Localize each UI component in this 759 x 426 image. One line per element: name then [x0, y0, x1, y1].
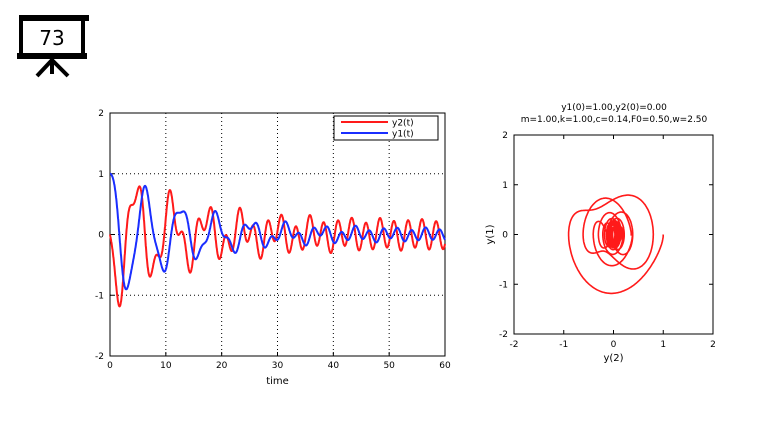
phase-x-tick-label: 2 — [710, 340, 716, 350]
phase-y-tick-label: -1 — [499, 280, 508, 290]
legend-box — [333, 115, 439, 141]
phase-x-tick-label: 1 — [660, 340, 666, 350]
x-tick-label: 50 — [383, 361, 395, 371]
x-tick-label: 10 — [160, 361, 172, 371]
phase-plot-xlabel: y(2) — [603, 353, 623, 364]
presentation-board-icon: 73 — [17, 15, 89, 78]
phase-y-tick-label: 2 — [502, 131, 508, 141]
legend-label-y1: y1(t) — [392, 130, 414, 140]
legend: y2(t) y1(t) — [333, 115, 439, 141]
y-tick-label: -2 — [95, 352, 104, 362]
time-plot-series — [109, 172, 446, 308]
phase-trajectory-line — [567, 194, 665, 295]
phase-x-tick-label: -2 — [510, 340, 519, 350]
time-plot-xlabel: time — [266, 376, 289, 387]
phase-plot-chart: y1(0)=1.00,y2(0)=0.00 m=1.00,k=1.00,c=0.… — [485, 103, 716, 364]
phase-x-tick-label: -1 — [559, 340, 568, 350]
phase-plot-series — [567, 194, 665, 295]
series-line-y2 — [109, 185, 446, 308]
x-tick-label: 30 — [272, 361, 284, 371]
x-tick-label: 20 — [216, 361, 228, 371]
time-plot-ticks: 0 10 20 30 40 50 60 -2 -1 0 1 2 — [95, 109, 451, 371]
x-tick-label: 40 — [328, 361, 340, 371]
y-tick-label: 2 — [98, 109, 104, 119]
phase-plot-title-line1: y1(0)=1.00,y2(0)=0.00 — [561, 103, 667, 113]
x-tick-label: 0 — [107, 361, 113, 371]
phase-y-tick-label: 0 — [502, 231, 508, 241]
time-series-chart: 0 10 20 30 40 50 60 -2 -1 0 1 2 time y2(t) y1(t) — [95, 109, 451, 387]
phase-x-tick-label: 0 — [611, 340, 617, 350]
x-tick-label: 60 — [439, 361, 451, 371]
slide-number: 73 — [39, 26, 64, 50]
time-plot-grid — [110, 113, 445, 356]
phase-y-tick-label: -2 — [499, 330, 508, 340]
phase-plot-title-line2: m=1.00,k=1.00,c=0.14,F0=0.50,w=2.50 — [521, 115, 708, 125]
y-tick-label: -1 — [95, 291, 104, 301]
legend-label-y2: y2(t) — [392, 119, 414, 129]
phase-y-tick-label: 1 — [502, 181, 508, 191]
series-line-y1 — [109, 172, 446, 291]
y-tick-label: 0 — [98, 231, 104, 241]
y-tick-label: 1 — [98, 170, 104, 180]
phase-plot-frame — [513, 134, 714, 335]
phase-plot-ticks: -2 -1 0 1 2 -2 -1 0 1 2 — [499, 131, 716, 350]
phase-plot-ylabel: y(1) — [485, 224, 496, 244]
